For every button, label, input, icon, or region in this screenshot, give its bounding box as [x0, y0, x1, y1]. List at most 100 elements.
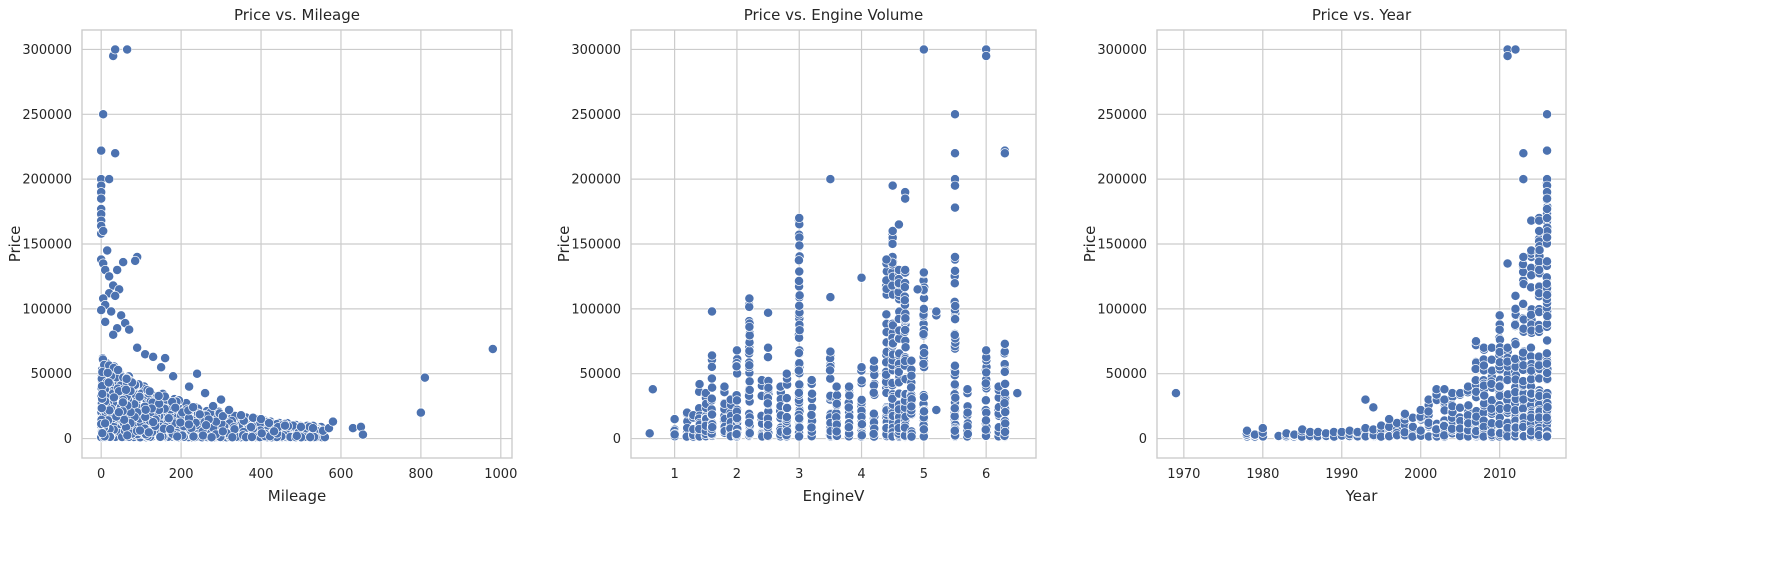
scatter-point	[999, 366, 1010, 377]
scatter-point	[1542, 109, 1553, 120]
scatter-point	[256, 428, 267, 439]
scatter-point	[794, 348, 804, 358]
y-tick-label: 0	[613, 432, 621, 447]
scatter-point	[153, 391, 164, 401]
scatter-point	[1526, 374, 1537, 385]
scatter-point	[763, 342, 774, 353]
scatter-point	[887, 180, 898, 191]
scatter-point	[155, 431, 166, 442]
y-tick-label: 250000	[22, 108, 72, 123]
scatter-point	[980, 424, 991, 435]
scatter-point	[931, 306, 942, 317]
scatter-point	[706, 361, 717, 372]
scatter-point	[962, 384, 973, 395]
scatter-point	[96, 193, 107, 204]
scatter-point	[807, 388, 817, 399]
scatter-point	[415, 407, 426, 418]
scatter-point	[794, 276, 804, 286]
scatter-point	[1541, 412, 1552, 423]
scatter-point	[744, 301, 755, 312]
scatter-point	[1541, 278, 1552, 289]
scatter-point	[794, 300, 805, 311]
scatter-point	[206, 432, 217, 443]
scatter-point	[719, 381, 730, 392]
scatter-point	[900, 313, 911, 324]
scatter-point	[794, 431, 805, 442]
scatter-point	[1518, 148, 1529, 159]
scatter-point	[1423, 406, 1434, 417]
scatter-points	[644, 44, 1023, 442]
scatter-point	[1518, 347, 1529, 358]
x-tick-label: 2010	[1483, 467, 1516, 482]
x-tick-label: 4	[857, 467, 865, 482]
scatter-point	[246, 422, 256, 433]
y-tick-label: 300000	[571, 43, 621, 58]
scatter-point	[900, 325, 911, 335]
y-tick-label: 150000	[22, 238, 72, 253]
scatter-point	[110, 148, 121, 159]
scatter-point	[168, 371, 179, 382]
scatter-point	[731, 361, 742, 372]
scatter-point	[198, 430, 208, 441]
scatter-point	[132, 342, 143, 353]
scatter-point	[1542, 204, 1553, 214]
scatter-point	[188, 431, 199, 442]
scatter-point	[184, 381, 195, 392]
scatter-point	[950, 252, 960, 262]
scatter-point	[96, 403, 107, 414]
chart-panel-2: 1 2 3 4 5 6 0 50000 100000 150000 200000 250000 3000…	[555, 6, 1037, 505]
scatter-point	[110, 290, 121, 301]
scatter-point	[1463, 400, 1474, 411]
x-tick-label: 600	[329, 467, 354, 482]
scatter-point	[1000, 418, 1011, 429]
scatter-point	[706, 373, 717, 384]
y-tick-label: 300000	[22, 43, 72, 58]
scatter-point	[856, 362, 867, 373]
scatter-point	[1542, 335, 1553, 346]
scatter-point	[1439, 384, 1450, 395]
scatter-point	[1541, 348, 1552, 359]
scatter-point	[868, 408, 879, 419]
y-tick-label: 0	[64, 432, 72, 447]
scatter-point	[328, 416, 338, 427]
scatter-point	[744, 428, 755, 439]
scatter-point	[744, 330, 755, 341]
scatter-point	[1518, 174, 1529, 185]
scatter-point	[106, 306, 117, 317]
scatter-point	[912, 284, 923, 295]
scatter-point	[950, 180, 960, 191]
scatter-point	[1533, 360, 1544, 371]
scatter-point	[744, 376, 755, 387]
scatter-point	[744, 417, 755, 428]
y-axis-label: Price	[6, 226, 24, 263]
scatter-point	[793, 255, 804, 266]
scatter-point	[843, 422, 854, 433]
scatter-point	[188, 402, 199, 413]
x-tick-label: 2	[733, 467, 741, 482]
scatter-point	[192, 368, 203, 379]
scatter-point	[644, 428, 655, 439]
scatter-point	[296, 421, 306, 432]
scatter-point	[707, 409, 717, 420]
scatter-point	[731, 429, 742, 440]
scatter-point	[1534, 226, 1545, 236]
scatter-point	[1542, 193, 1553, 204]
scatter-point	[962, 407, 973, 418]
scatter-point	[1257, 423, 1268, 434]
scatter-point	[806, 410, 817, 420]
x-tick-label: 0	[97, 467, 105, 482]
x-tick-label: 800	[408, 467, 433, 482]
scatter-point	[172, 431, 183, 442]
scatter-points	[96, 44, 498, 443]
scatter-point	[113, 407, 124, 418]
scatter-point	[950, 314, 961, 325]
plot-frame	[1156, 29, 1567, 459]
scatter-point	[98, 226, 109, 236]
scatter-point	[1000, 427, 1010, 437]
scatter-point	[825, 292, 836, 303]
scatter-point	[919, 392, 929, 403]
x-tick-label: 1000	[484, 467, 517, 482]
scatter-point	[856, 430, 867, 441]
scatter-point	[1510, 303, 1521, 314]
